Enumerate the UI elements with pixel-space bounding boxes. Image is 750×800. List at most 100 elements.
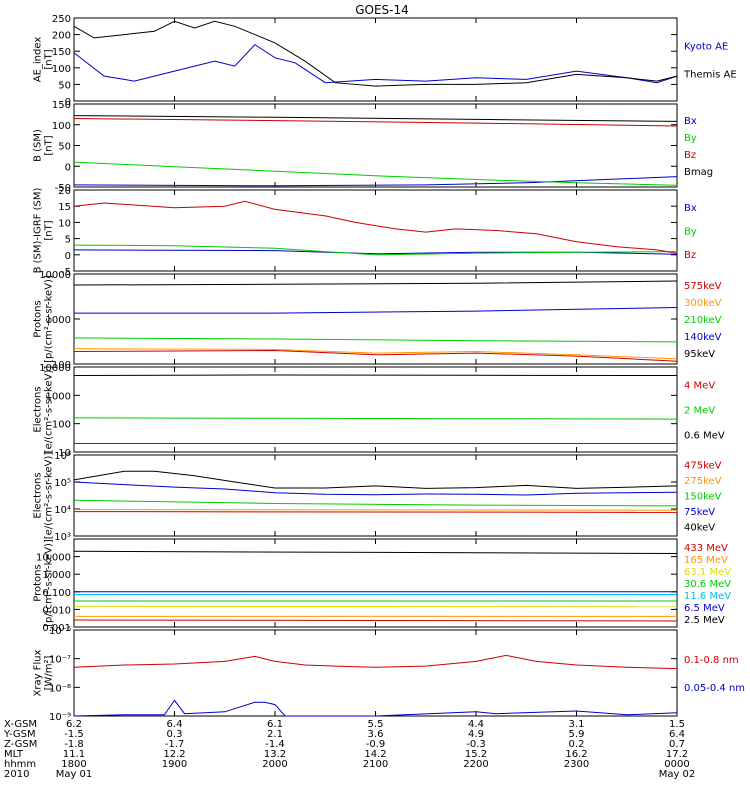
legend-entry: 300keV	[684, 298, 722, 309]
x-axis-value: 2000	[262, 759, 287, 770]
y-axis-label: [e/(cm²-s-sr-keV)]	[44, 366, 55, 454]
legend-entry: 475keV	[684, 461, 722, 472]
series-line	[73, 115, 678, 122]
x-axis-value: 0.2	[569, 739, 585, 750]
panel-4: 100 1000 10000 Protons [p/(cm²-s-sr-keV)] 575…	[33, 270, 722, 371]
x-axis-value: 5.5	[368, 719, 384, 730]
panel-frame	[73, 189, 678, 272]
y-tick-label: 10⁴	[54, 505, 71, 516]
legend-entry: 75keV	[684, 507, 715, 518]
legend-entry: By	[684, 227, 697, 238]
y-tick-label: 1000	[46, 315, 71, 326]
legend-entry: 433 MeV	[684, 543, 728, 554]
panel-frame	[73, 454, 678, 537]
legend-entry: 2.5 MeV	[684, 615, 725, 626]
panel-8: 10⁻⁹ 10⁻⁸ 10⁻⁷ 10⁻⁶ Xray Flux [W/m²] 0.1-0.8 n…	[33, 626, 746, 723]
y-tick-label: 150	[52, 47, 71, 58]
x-axis-value: 5.9	[569, 729, 585, 740]
y-tick-label: -50	[55, 183, 71, 194]
legend-entry: 140keV	[684, 332, 722, 343]
y-tick-label: 100	[52, 64, 71, 75]
y-axis-label: [nT]	[44, 49, 55, 69]
y-tick-label: 10⁻⁶	[49, 626, 71, 637]
end-date-label: May 02	[659, 769, 696, 780]
y-axis-label: B (SM)-IGRF (SM)	[33, 188, 44, 274]
legend-entry: 95keV	[684, 349, 715, 360]
x-axis-value: 3.1	[569, 719, 585, 730]
legend-entry: 6.5 MeV	[684, 603, 725, 614]
y-axis-label: Xray Flux	[33, 649, 44, 696]
x-axis-value: 3.6	[368, 729, 384, 740]
plot-title: GOES-14	[355, 3, 409, 17]
y-tick-label: 100	[52, 360, 71, 371]
x-axis-value: 6.2	[66, 719, 82, 730]
legend-entry: 210keV	[684, 315, 722, 326]
legend-entry: Bz	[684, 250, 696, 261]
series-line	[73, 118, 678, 127]
x-axis-value: 1900	[162, 759, 187, 770]
x-axis-value: 2300	[564, 759, 589, 770]
panel-frame	[73, 366, 678, 453]
legend-entry: 0.05-0.4 nm	[684, 683, 745, 694]
panel-1: 0 50 100 150 200 250 AE_index [nT] Kyoto AE Themi…	[33, 14, 737, 108]
y-tick-label: 0	[65, 162, 71, 173]
series-line	[73, 654, 678, 670]
legend-entry: 4 MeV	[684, 381, 715, 392]
x-axis-value: 6.4	[167, 719, 183, 730]
series-line	[73, 511, 678, 513]
y-tick-label: 1000	[46, 391, 71, 402]
legend-entry: Bmag	[684, 167, 713, 178]
x-axis-row-label: MLT	[4, 749, 24, 760]
series-line	[73, 337, 678, 343]
year-label: 2010	[4, 769, 29, 780]
series-line	[73, 200, 678, 254]
legend-entry: By	[684, 133, 697, 144]
series-line	[73, 481, 678, 496]
series-line	[73, 509, 678, 511]
y-tick-label: 10⁶	[54, 451, 71, 462]
y-tick-label: -5	[61, 267, 71, 278]
legend-entry: 63.1 MeV	[684, 567, 731, 578]
x-axis-value: 0000	[664, 759, 689, 770]
start-date-label: May 01	[56, 769, 93, 780]
y-tick-label: 250	[52, 14, 71, 25]
x-axis-row-label: X-GSM	[4, 719, 37, 730]
y-axis-label: [e/(cm²-s-sr-keV)]	[44, 452, 55, 540]
y-tick-label: 10⁵	[54, 478, 71, 489]
x-axis-value: 0.3	[167, 729, 183, 740]
y-tick-label: 20	[58, 186, 71, 197]
x-axis-value: 6.1	[267, 719, 283, 730]
y-axis-label: Electrons	[33, 386, 44, 432]
legend-entry: 30.6 MeV	[684, 579, 731, 590]
series-line	[74, 307, 678, 314]
y-axis-label: [p/(cm²-s-sr-keV)]	[44, 275, 55, 363]
series-line	[73, 43, 678, 84]
series-line	[73, 244, 678, 256]
x-axis-value: -1.5	[64, 729, 84, 740]
series-line	[73, 470, 678, 489]
y-axis-label: Protons	[33, 300, 44, 337]
y-tick-label: 15	[58, 202, 71, 213]
y-tick-label: 50	[58, 142, 71, 153]
y-tick-label: 10000	[39, 363, 71, 374]
legend-entry: 0.6 MeV	[684, 431, 725, 442]
y-tick-label: 10.000	[36, 553, 71, 564]
series-line	[73, 499, 678, 507]
y-tick-label: 0.001	[42, 623, 71, 634]
y-tick-label: 0	[65, 251, 71, 262]
y-axis-label: AE_index	[33, 37, 44, 83]
legend-entry: Bx	[684, 203, 697, 214]
x-axis-value: -0.3	[466, 739, 486, 750]
series-line	[73, 619, 678, 622]
series-line	[73, 550, 678, 554]
series-line	[73, 20, 678, 87]
legend-entry: 165 MeV	[684, 555, 728, 566]
series-line	[73, 699, 678, 717]
x-axis-value: -0.9	[366, 739, 386, 750]
x-axis-value: 4.9	[468, 729, 484, 740]
legend-entry: Kyoto AE	[684, 42, 728, 53]
legend-entry: 150keV	[684, 492, 722, 503]
y-tick-label: 0.100	[42, 588, 71, 599]
